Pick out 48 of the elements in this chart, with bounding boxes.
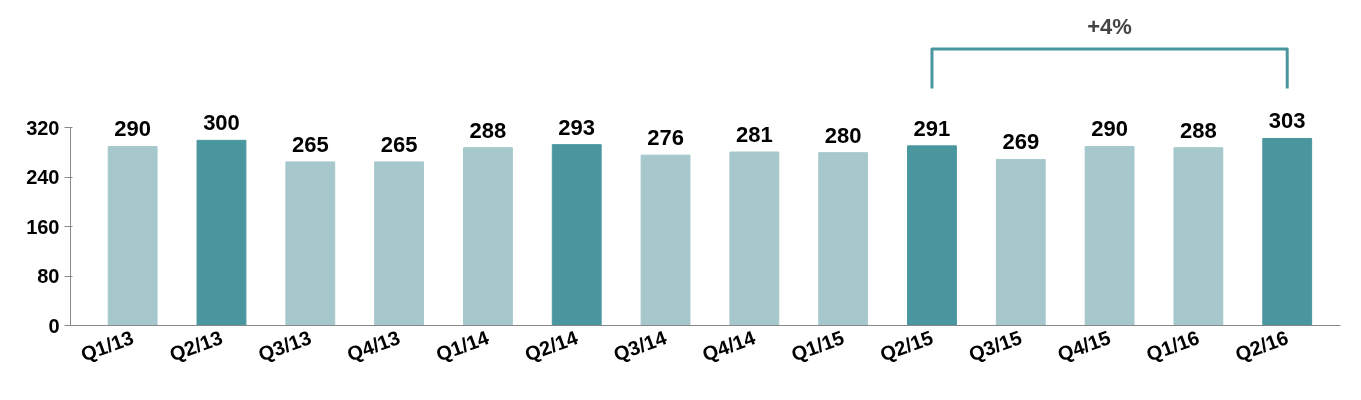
data-label: 290: [1091, 116, 1128, 142]
bar: [551, 144, 602, 326]
data-label: 265: [380, 131, 418, 157]
data-label: 265: [291, 131, 329, 157]
y-tick-label: 240: [26, 166, 60, 189]
bar: [1262, 137, 1313, 326]
bar: [995, 158, 1046, 326]
bar: [285, 161, 336, 326]
data-label: 269: [1002, 129, 1040, 155]
bar: [1173, 147, 1224, 326]
bar: [818, 152, 869, 326]
data-label: 288: [469, 117, 507, 143]
data-label: 288: [1180, 117, 1217, 143]
x-tick-label: Q1/16: [1143, 326, 1203, 366]
bar: [196, 139, 247, 326]
x-tick-label: Q3/13: [255, 326, 315, 366]
bar: [462, 147, 513, 326]
data-label: 276: [647, 125, 684, 151]
bar: [907, 145, 957, 326]
data-label: 291: [913, 115, 951, 141]
y-tick-label: 80: [37, 265, 60, 288]
x-tick-label: Q3/14: [610, 325, 671, 366]
bar: [374, 161, 425, 326]
bar: [729, 151, 780, 326]
x-tick-label: Q2/15: [877, 326, 936, 366]
bar: [640, 154, 691, 326]
x-tick-label: Q4/14: [699, 325, 759, 366]
y-tick-label: 0: [48, 314, 60, 337]
x-tick-label: Q2/14: [521, 325, 582, 366]
x-tick-label: Q1/14: [432, 325, 493, 366]
x-tick-label: Q1/13: [77, 326, 137, 366]
x-tick-label: Q1/15: [788, 326, 847, 366]
text: +4%: [1087, 13, 1132, 39]
bar: [107, 145, 158, 326]
x-tick-label: Q2/16: [1232, 326, 1291, 366]
data-label: 280: [824, 122, 862, 148]
data-label: 300: [203, 110, 240, 136]
x-tick-label: Q3/15: [965, 326, 1025, 366]
y-tick-label: 160: [26, 215, 60, 238]
data-label: 293: [558, 114, 596, 140]
x-tick-label: Q2/13: [166, 326, 226, 366]
bar: [1084, 145, 1135, 326]
x-tick-label: Q4/13: [344, 326, 403, 366]
data-label: 281: [735, 122, 773, 148]
x-tick-label: Q4/15: [1054, 326, 1114, 366]
data-label: 290: [114, 116, 152, 142]
y-tick-label: 320: [26, 116, 60, 139]
data-label: 303: [1268, 108, 1306, 134]
